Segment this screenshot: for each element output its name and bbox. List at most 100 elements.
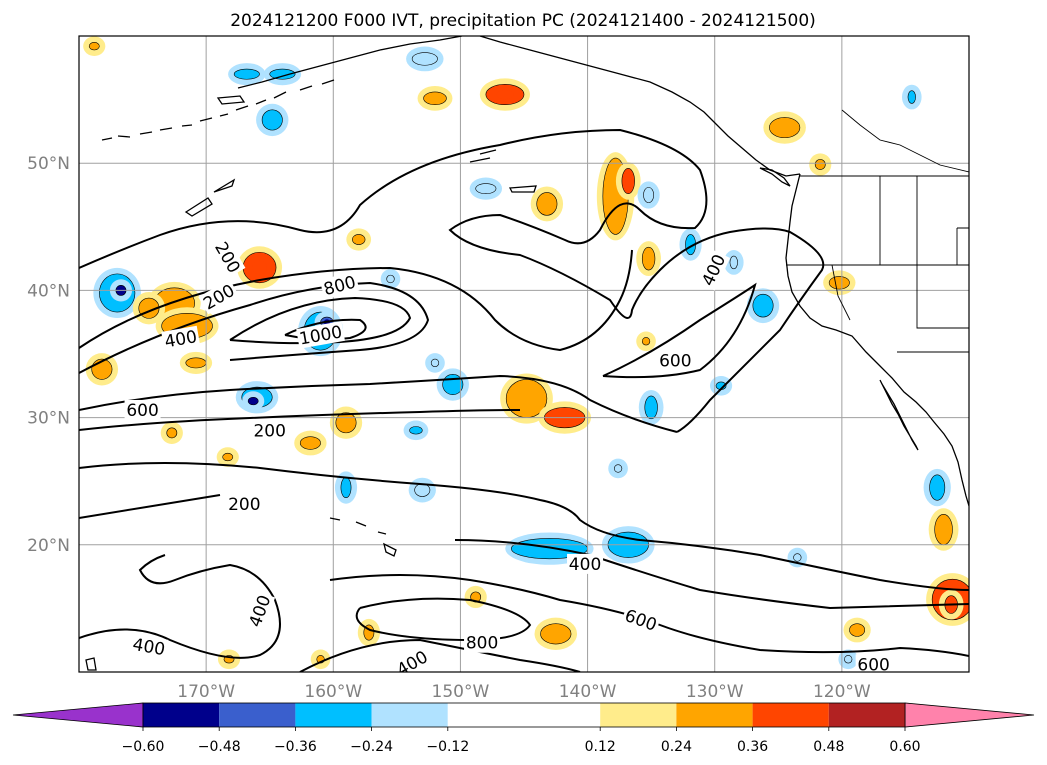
colorbar-segment (295, 703, 372, 727)
precip-anomaly-blob (729, 255, 738, 270)
ivt-contour-400-southwest (79, 554, 281, 659)
ivt-contour-600-jet (79, 281, 430, 374)
precip-anomaly-blob (475, 183, 497, 195)
ivt-label-bg (124, 399, 161, 420)
ivt-contour-label: 800 (466, 634, 498, 654)
precip-anomaly-blob (769, 117, 801, 139)
precip-anomaly-blob (166, 427, 178, 439)
ivt-contours (79, 128, 969, 672)
precip-anomaly-blob (644, 395, 658, 420)
alaska-islands-2 (85, 149, 497, 671)
ivt-label-group: 200 (226, 494, 263, 515)
precip-anomaly-blob (540, 623, 572, 645)
ivt-label-bg (251, 420, 288, 441)
precip-anomaly-blob (423, 91, 447, 105)
precip-anomaly-blob (442, 374, 464, 396)
ivt-contour-label: 600 (857, 655, 889, 675)
colorbar-segment (828, 703, 905, 727)
ivt-contour-label: 200 (228, 495, 260, 515)
ivt-contour-label: 600 (659, 351, 691, 371)
precip-anomaly-blob (430, 358, 440, 368)
colorbar-frame (142, 702, 906, 728)
ivt-label-group: 400 (567, 553, 604, 575)
precip-anomaly-blob (409, 426, 423, 435)
lat-tick-label: 50°N (27, 154, 70, 174)
colorbar-under-triangle (12, 702, 144, 728)
precip-anomaly-blob (536, 192, 558, 216)
ivt-label-bg (198, 279, 240, 315)
precip-anomaly-blob (643, 187, 654, 203)
alaska-islands-1 (184, 95, 537, 217)
precip-anomaly-blob (340, 477, 352, 499)
precip-anomaly-blob (934, 513, 953, 546)
latitude-tick-labels: 20°N 30°N 40°N 50°N (27, 154, 70, 556)
ivt-label-bg (210, 236, 246, 278)
lon-tick-label: 160°W (304, 682, 362, 702)
ivt-label-bg (129, 633, 169, 660)
ivt-label-group: 400 (129, 633, 169, 660)
coastlines (85, 36, 969, 671)
colorbar-segment (143, 703, 220, 727)
lon-tick-label: 150°W (432, 682, 490, 702)
precip-anomaly-blob (849, 623, 866, 637)
lon-tick-label: 130°W (686, 682, 744, 702)
ivt-label-bg (161, 325, 201, 352)
ivt-contour-600-south (79, 374, 678, 433)
map-background (79, 36, 969, 672)
aleutian-islands (101, 79, 335, 141)
precip-anomaly-blob (386, 274, 395, 284)
colorbar-tick-label: 0.60 (889, 739, 920, 755)
precip-anomaly-core (250, 398, 257, 405)
ivt-contour-labels: 2002004008001000600200200400600400600800… (124, 236, 892, 675)
map-area: 2002004008001000600200200400600400600800… (78, 35, 970, 675)
colorbar-tick-label: 0.24 (661, 739, 692, 755)
ivt-contour-400-south (79, 409, 521, 431)
colorbar-tick-label: −0.36 (274, 739, 317, 755)
ivt-label-bg (696, 249, 731, 291)
political-borders (786, 109, 969, 353)
colorbar-tick-label: −0.60 (122, 739, 165, 755)
lat-tick-label: 20°N (27, 536, 70, 556)
alaska-coastline (237, 36, 801, 177)
pacific-northwest-coast (785, 173, 969, 507)
ivt-label-bg (319, 270, 360, 300)
precip-anomaly-blob (335, 412, 357, 434)
graticule (79, 36, 969, 672)
ivt-label-group: 600 (855, 654, 892, 675)
colorbar-segment (676, 703, 753, 727)
colorbar: −0.60 −0.48 −0.36 −0.24 −0.12 0.12 0.24 0.36 0.4… (12, 702, 1035, 755)
precip-anomaly-blob (269, 68, 296, 80)
lat-tick-label: 40°N (27, 281, 70, 301)
precip-anomaly-blob (411, 52, 438, 66)
ivt-contour-label: 600 (126, 401, 158, 421)
ivt-contour-label: 400 (569, 555, 601, 575)
ivt-contour-200-northwest (79, 128, 825, 433)
ivt-label-bg (620, 604, 662, 636)
precip-anomaly-blob (414, 483, 431, 497)
ivt-label-bg (855, 654, 892, 672)
precip-anomaly-blob (261, 109, 283, 131)
state-borders (786, 176, 969, 353)
colorbar-segment (752, 703, 829, 727)
ivt-label-group: 600 (124, 399, 161, 421)
colorbar-segment (447, 703, 601, 727)
colorbar-tick-label: −0.12 (426, 739, 469, 755)
precip-anomaly-blob (929, 474, 946, 501)
ivt-contour-600-southern-tropics (329, 574, 969, 657)
ivt-contour-400-tropical-band (454, 539, 969, 610)
precip-anomaly-blob (613, 464, 623, 473)
colorbar-tick-label: 0.48 (813, 739, 844, 755)
ivt-label-bg (226, 494, 263, 515)
colorbar-tick-label: 0.12 (585, 739, 616, 755)
precip-anomaly-blob (752, 293, 774, 318)
lon-tick-label: 140°W (559, 682, 617, 702)
colorbar-over-triangle (904, 702, 1035, 728)
ivt-label-bg (567, 553, 604, 574)
ivt-contour-200-south (79, 462, 969, 591)
colorbar-segment (600, 703, 677, 727)
lat-tick-label: 30°N (27, 409, 70, 429)
precip-anomaly-blob (907, 90, 916, 104)
precip-anomaly-blob (793, 553, 802, 562)
precip-anomaly-core (252, 260, 267, 275)
precip-anomaly-blob (88, 42, 100, 51)
